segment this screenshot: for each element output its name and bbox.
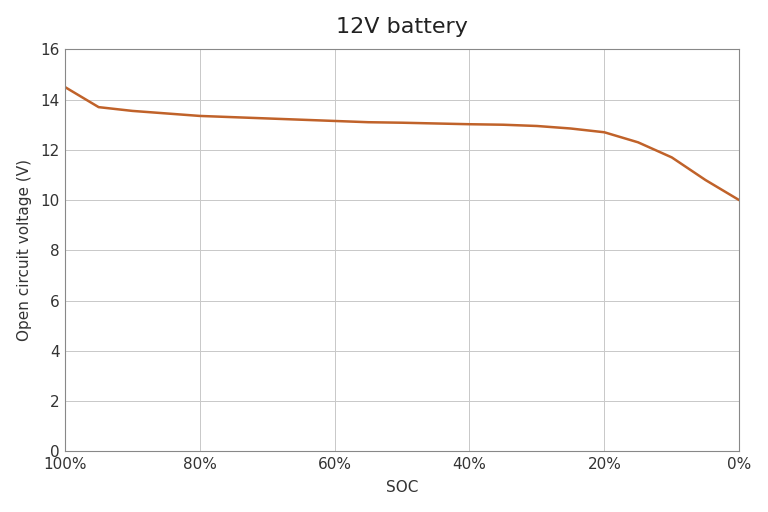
Y-axis label: Open circuit voltage (V): Open circuit voltage (V) [17,159,31,342]
X-axis label: SOC: SOC [386,480,419,495]
Title: 12V battery: 12V battery [336,17,468,37]
